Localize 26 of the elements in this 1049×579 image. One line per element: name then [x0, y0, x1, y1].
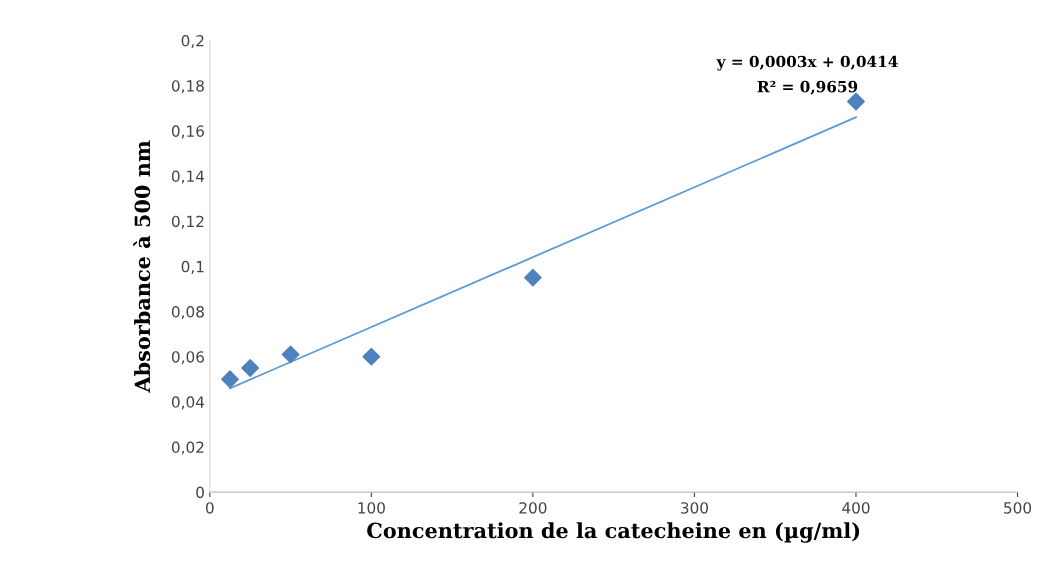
point: [362, 347, 381, 366]
y-tick-label: 0,08: [171, 305, 204, 320]
x-tick-label: 400: [842, 502, 870, 514]
y-tick-label: 0,12: [171, 215, 204, 229]
y-tick-label: 0,16: [171, 125, 204, 139]
y-tick-label: 0,14: [171, 170, 205, 184]
x-tick-label: 300: [681, 502, 708, 514]
annotation: R² = 0,9659: [757, 80, 858, 95]
x-tick-label: 100: [358, 502, 385, 514]
annotation: y = 0,0003x + 0,0414: [716, 55, 898, 71]
point: [281, 345, 300, 364]
y-tick-label: 0,18: [171, 80, 204, 94]
x-axis-title: Concentration de la catecheine en (µg/ml): [367, 522, 860, 543]
y-axis-title: Absorbance à 500 nm: [133, 140, 151, 393]
x-tick-label: 500: [1004, 502, 1032, 514]
y-tick-label: 0: [196, 486, 204, 499]
x-tick-label: 200: [519, 502, 547, 514]
point: [221, 370, 239, 389]
y-tick-label: 0,1: [181, 260, 204, 274]
y-tick-label: 0,06: [171, 351, 204, 365]
y-tick-label: 0,2: [181, 35, 204, 49]
y-tick-label: 0,04: [171, 396, 205, 410]
point: [523, 268, 542, 287]
x-tick-label: 0: [205, 502, 214, 514]
y-tick-label: 0,02: [171, 441, 204, 455]
point: [241, 359, 260, 377]
